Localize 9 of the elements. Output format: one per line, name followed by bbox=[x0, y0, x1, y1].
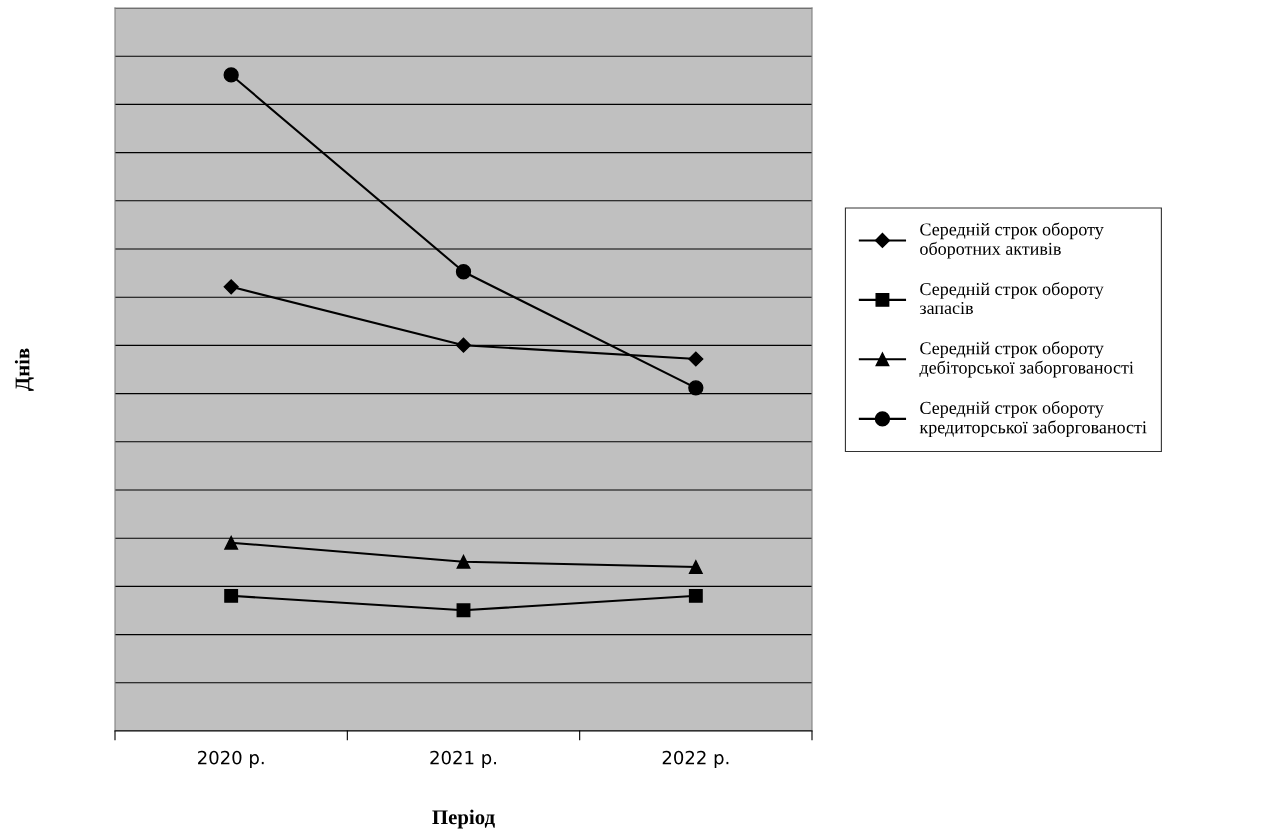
x-tick-label: 2020 р. bbox=[198, 750, 264, 768]
x-tick-label: 2021 р. bbox=[430, 750, 496, 768]
x-tick-label: 2022 р. bbox=[662, 750, 729, 768]
legend-label: Середній строк обороту дебіторської заборгованості bbox=[919, 341, 1134, 378]
legend-label: Середній строк обороту кредиторської заборгованості bbox=[919, 400, 1147, 438]
legend-label: Середній строк обороту оборотних активів bbox=[920, 222, 1104, 259]
y-axis-title: Днів bbox=[14, 348, 34, 392]
legend-label: Середній строк обороту запасів bbox=[919, 282, 1104, 315]
x-axis-title: Період bbox=[432, 809, 495, 829]
